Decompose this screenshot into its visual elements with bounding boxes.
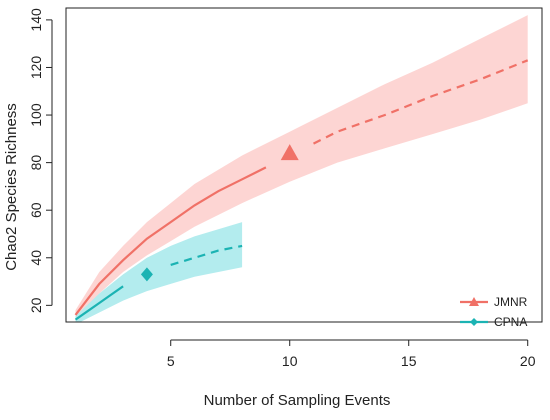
y-tick-label: 40 [28, 250, 44, 266]
x-axis-title: Number of Sampling Events [204, 392, 391, 409]
observed-markers [140, 144, 299, 282]
confidence-bands [75, 15, 528, 322]
cpna-observed-point [140, 267, 153, 282]
y-tick-label: 120 [28, 56, 44, 80]
cpna-confidence-band [75, 222, 243, 322]
y-tick-label: 100 [28, 103, 44, 127]
legend: JMNR CPNA [460, 295, 528, 329]
x-tick-label: 20 [520, 353, 536, 369]
y-tick-label: 20 [28, 297, 44, 313]
legend-jmnr-label: JMNR [494, 295, 528, 309]
x-tick-label: 15 [401, 353, 417, 369]
y-axis-title: Chao2 Species Richness [3, 103, 20, 271]
cpna-extrapolated-line [170, 244, 243, 266]
series-lines [74, 59, 529, 321]
x-axis: 5 10 15 20 [167, 339, 536, 369]
jmnr-observed-point [280, 144, 299, 161]
y-axis: 20 40 60 80 100 120 140 [28, 8, 53, 313]
cpna-interpolated-line [74, 285, 124, 321]
x-tick-label: 10 [282, 353, 298, 369]
legend-cpna-label: CPNA [494, 315, 527, 329]
y-tick-label: 80 [28, 155, 44, 171]
jmnr-extrapolated-line [313, 59, 529, 145]
legend-cpna-marker [470, 318, 478, 326]
jmnr-confidence-band [75, 15, 528, 320]
plot-frame [65, 7, 543, 323]
y-tick-label: 60 [28, 202, 44, 218]
x-tick-label: 5 [167, 353, 175, 369]
legend-jmnr-marker [469, 297, 479, 306]
y-tick-label: 140 [28, 8, 44, 32]
jmnr-interpolated-line [74, 166, 267, 316]
